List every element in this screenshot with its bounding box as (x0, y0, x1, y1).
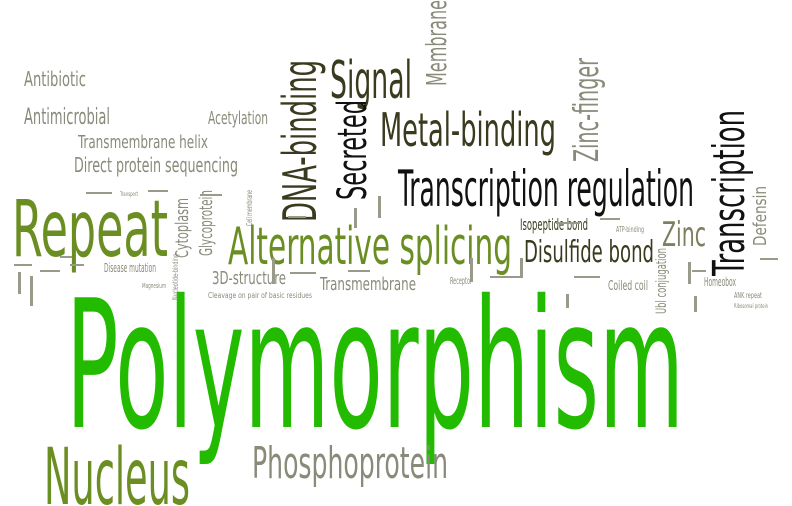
word-ribosomal-protein: Ribosomal protein (734, 303, 768, 310)
word-homeobox: Homeobox (704, 275, 736, 289)
word-secreted: Secreted (330, 100, 376, 200)
word-dna-binding: DNA-binding (273, 60, 327, 222)
word-transcription-regulation: Transcription regulation (397, 160, 694, 218)
word-transmembrane: Transmembrane (319, 274, 416, 295)
word-zinc: Zinc (662, 215, 706, 255)
word-atp-binding: ATP-binding (616, 225, 644, 234)
word-zinc-finger: Zinc-finger (567, 58, 607, 162)
word-disulfide-bond: Disulfide bond (524, 235, 654, 270)
word-membrane: Membrane (420, 0, 453, 86)
word-nucleotide-binding: Nucleotide-binding (171, 254, 180, 300)
word-direct-protein-sequencing: Direct protein sequencing (74, 153, 238, 177)
word-transcription: Transcription (704, 110, 755, 277)
word-polymorphism: Polymorphism (66, 262, 684, 469)
word-phosphoprotein: Phosphoprotein (252, 438, 448, 489)
word-alternative-splicing: Alternative splicing (228, 217, 512, 277)
word-disease-mutation: Disease mutation (104, 261, 156, 275)
word-cytoplasm: Cytoplasm (172, 198, 193, 258)
word-signal: Signal (330, 51, 412, 111)
word-magnesium: Magnesium (142, 282, 166, 290)
word-acetylation: Acetylation (208, 108, 268, 129)
word-isopeptide-bond: Isopeptide bond (520, 215, 588, 234)
word-cell-membrane: Cell membrane (245, 190, 254, 226)
word-ank-repeat: ANK repeat (734, 291, 762, 300)
word-nucleus: Nucleus (44, 433, 190, 506)
word-defensin: Defensin (750, 186, 771, 246)
word-glycoprotein: Glycoprotein (196, 190, 217, 256)
word-repeat: Repeat (12, 185, 168, 275)
word-coiled-coil: Coiled coil (608, 279, 648, 294)
filler-words (14, 190, 778, 312)
word-ubl-conjugation: Ubl conjugation (654, 248, 670, 314)
word-antibiotic: Antibiotic (24, 67, 86, 91)
word-receptor: Receptor (450, 276, 472, 287)
word-cleavage: Cleavage on pair of basic residues (208, 291, 312, 300)
word-antimicrobial: Antimicrobial (24, 105, 110, 130)
word-metal-binding: Metal-binding (380, 103, 556, 157)
word-3d-structure: 3D-structure (212, 268, 286, 289)
word-transmembrane-helix: Transmembrane helix (77, 132, 208, 153)
word-transport: Transport (119, 191, 138, 198)
